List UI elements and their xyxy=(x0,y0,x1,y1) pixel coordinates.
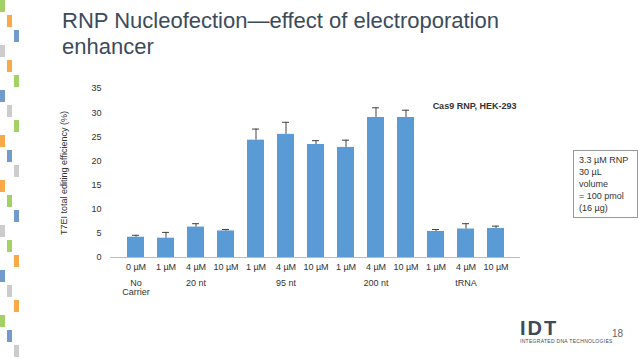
svg-text:1 µM: 1 µM xyxy=(426,262,446,272)
svg-text:4 µM: 4 µM xyxy=(186,262,206,272)
svg-text:1 µM: 1 µM xyxy=(246,262,266,272)
svg-text:30: 30 xyxy=(91,108,101,118)
svg-text:10: 10 xyxy=(91,204,101,214)
html-text:= 100 pmol (16 µg): = 100 pmol (16 µg) xyxy=(579,191,624,213)
svg-text:15: 15 xyxy=(91,180,101,190)
svg-text:10 µM: 10 µM xyxy=(303,262,328,272)
svg-text:4 µM: 4 µM xyxy=(276,262,296,272)
svg-text:200 nt: 200 nt xyxy=(363,278,389,288)
html-text:RNP Nucleofection—effect of el: RNP Nucleofection—effect of electroporat… xyxy=(62,8,499,59)
html-text:18: 18 xyxy=(612,328,624,339)
svg-text:20 nt: 20 nt xyxy=(186,278,207,288)
svg-text:tRNA: tRNA xyxy=(455,278,477,288)
html-text:INTEGRATED DNA TECHNOLOGIES: INTEGRATED DNA TECHNOLOGIES xyxy=(520,338,613,344)
svg-text:35: 35 xyxy=(91,83,101,93)
svg-text:1 µM: 1 µM xyxy=(156,262,176,272)
svg-text:0 µM: 0 µM xyxy=(126,262,146,272)
html-text:3.3 µM RNP: 3.3 µM RNP xyxy=(579,155,629,165)
svg-text:25: 25 xyxy=(91,132,101,142)
svg-text:NoCarrier: NoCarrier xyxy=(122,278,150,297)
svg-text:20: 20 xyxy=(91,156,101,166)
svg-text:95 nt: 95 nt xyxy=(276,278,297,288)
html-text:IDT: IDT xyxy=(520,317,559,339)
svg-text:Cas9 RNP, HEK-293: Cas9 RNP, HEK-293 xyxy=(433,101,517,111)
svg-text:10 µM: 10 µM xyxy=(483,262,508,272)
svg-text:0: 0 xyxy=(96,252,101,262)
html-text:30 µL volume: 30 µL volume xyxy=(579,167,608,189)
svg-text:10 µM: 10 µM xyxy=(393,262,418,272)
svg-text:4 µM: 4 µM xyxy=(366,262,386,272)
svg-text:5: 5 xyxy=(96,228,101,238)
svg-text:4 µM: 4 µM xyxy=(456,262,476,272)
svg-text:10 µM: 10 µM xyxy=(213,262,238,272)
svg-text:1 µM: 1 µM xyxy=(336,262,356,272)
svg-text:T7EI total editing efficiency: T7EI total editing efficiency (%) xyxy=(59,111,69,235)
